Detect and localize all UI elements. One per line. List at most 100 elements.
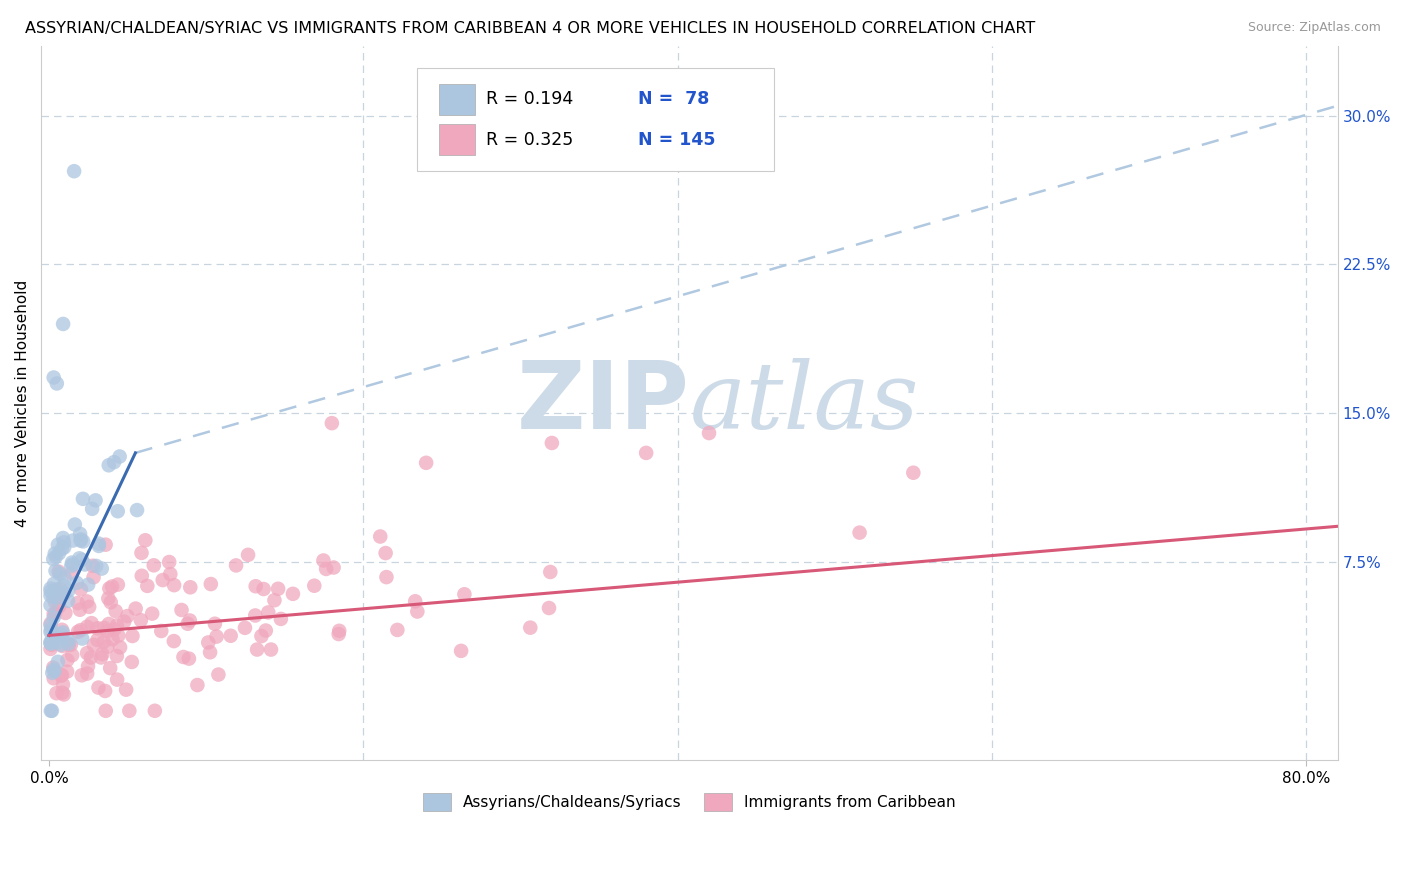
Point	[52, 625, 75, 640]
Point	[82, 501, 104, 516]
Point	[121, 629, 143, 643]
Point	[406, 605, 429, 619]
Point	[236, 548, 259, 562]
Point	[42, 610, 65, 624]
Point	[537, 601, 560, 615]
Point	[142, 558, 165, 573]
Point	[179, 614, 201, 628]
Point	[76, 594, 98, 608]
Point	[848, 525, 870, 540]
Point	[200, 577, 222, 591]
Point	[62, 533, 84, 548]
Point	[903, 466, 925, 480]
Point	[53, 541, 76, 555]
Point	[94, 538, 117, 552]
Text: Source: ZipAtlas.com: Source: ZipAtlas.com	[1247, 21, 1381, 34]
Point	[39, 623, 62, 637]
Point	[45, 376, 67, 391]
Point	[96, 624, 118, 638]
Point	[267, 582, 290, 596]
Point	[60, 648, 83, 663]
Point	[94, 704, 117, 718]
Point	[84, 558, 107, 573]
Point	[103, 455, 125, 469]
Point	[49, 638, 72, 652]
Point	[257, 606, 280, 620]
Point	[90, 561, 112, 575]
Point	[39, 598, 62, 612]
Point	[107, 577, 129, 591]
Point	[69, 603, 91, 617]
Point	[177, 616, 200, 631]
Point	[159, 567, 181, 582]
Point	[163, 634, 186, 648]
Point	[56, 594, 79, 608]
Point	[69, 623, 91, 637]
Point	[415, 456, 437, 470]
Point	[42, 576, 65, 591]
Point	[252, 582, 274, 596]
Point	[48, 635, 70, 649]
Point	[150, 624, 173, 638]
Point	[70, 668, 93, 682]
Text: N =  78: N = 78	[637, 90, 709, 108]
Point	[48, 599, 70, 614]
Point	[129, 613, 152, 627]
Point	[105, 618, 128, 632]
Point	[52, 677, 75, 691]
Point	[263, 593, 285, 607]
Point	[80, 616, 103, 631]
Point	[39, 641, 62, 656]
Point	[125, 503, 148, 517]
Point	[204, 616, 226, 631]
Point	[39, 704, 62, 718]
Point	[87, 681, 110, 695]
Point	[131, 546, 153, 560]
Point	[86, 621, 108, 635]
Point	[270, 612, 292, 626]
Point	[131, 569, 153, 583]
Point	[59, 638, 82, 652]
Point	[49, 669, 72, 683]
Point	[77, 599, 100, 614]
Text: R = 0.325: R = 0.325	[486, 130, 574, 149]
Point	[233, 621, 256, 635]
Point	[404, 594, 426, 608]
Point	[70, 553, 93, 567]
Point	[63, 164, 86, 178]
Point	[39, 582, 62, 596]
Point	[41, 704, 63, 718]
Point	[56, 653, 79, 667]
Point	[82, 558, 104, 573]
Point	[46, 538, 69, 552]
Point	[636, 446, 658, 460]
Point	[42, 663, 65, 677]
Point	[51, 686, 73, 700]
Text: N = 145: N = 145	[637, 130, 716, 149]
Point	[39, 584, 62, 599]
Point	[45, 582, 67, 597]
Point	[87, 539, 110, 553]
Point	[172, 650, 194, 665]
Point	[118, 704, 141, 718]
Point	[58, 583, 80, 598]
Point	[52, 317, 75, 331]
Point	[103, 623, 125, 637]
Point	[328, 627, 350, 641]
Point	[53, 586, 76, 600]
Point	[44, 606, 66, 620]
Point	[315, 562, 337, 576]
Point	[519, 621, 541, 635]
Point	[66, 596, 89, 610]
Point	[250, 629, 273, 643]
Point	[41, 634, 63, 648]
Y-axis label: 4 or more Vehicles in Household: 4 or more Vehicles in Household	[15, 280, 30, 527]
Point	[104, 604, 127, 618]
Point	[101, 580, 124, 594]
Bar	[439, 124, 475, 155]
Point	[51, 639, 73, 653]
Point	[134, 533, 156, 548]
Bar	[439, 84, 475, 114]
Point	[254, 624, 277, 638]
Point	[245, 608, 267, 623]
